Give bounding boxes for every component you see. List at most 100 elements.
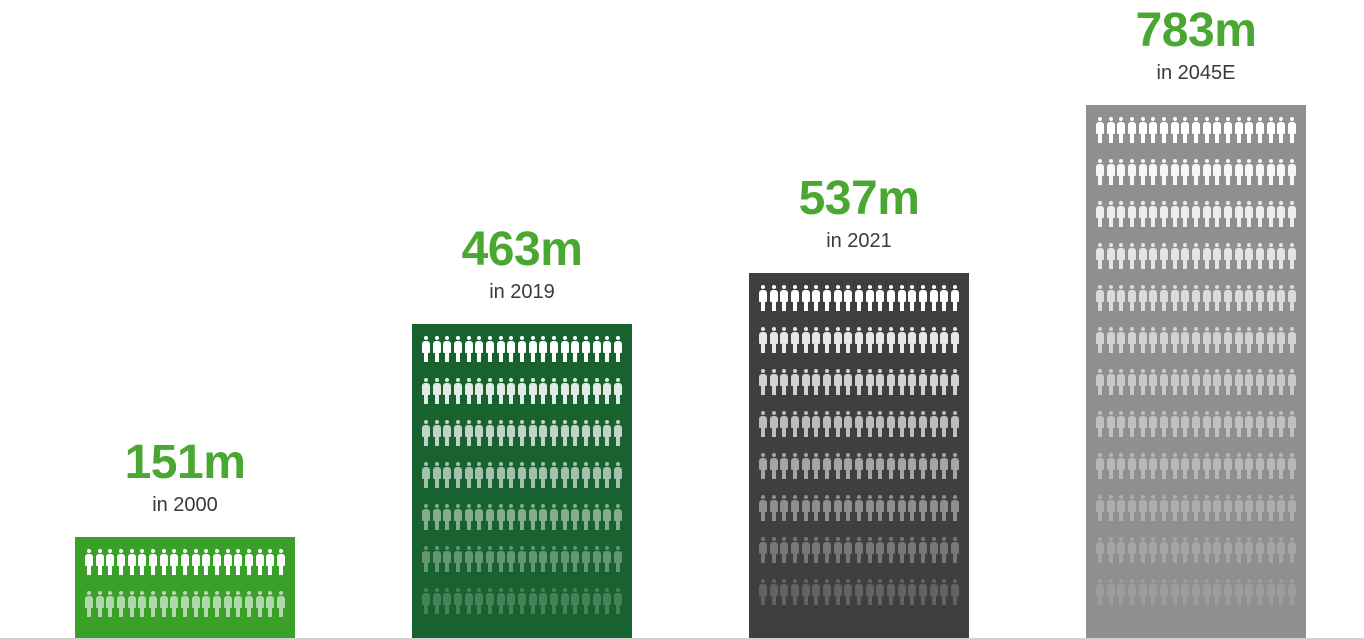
person-icon [844,411,853,437]
person-icon [812,369,821,395]
person-icon [1202,411,1211,437]
person-icon [1138,285,1147,311]
person-icon [1287,411,1296,437]
person-icon [822,453,831,479]
person-icon [886,327,895,353]
person-icon [886,411,895,437]
person-icon [886,537,895,563]
person-icon [1234,285,1243,311]
person-icon [276,549,285,575]
person-icon [1127,453,1136,479]
person-icon [790,285,799,311]
person-icon [1255,579,1264,605]
person-icon [918,537,927,563]
person-icon [496,462,505,488]
person-icon [929,411,938,437]
person-icon [1287,117,1296,143]
person-icon [1277,285,1286,311]
person-icon [1213,327,1222,353]
person-icon [549,420,558,446]
person-icon [234,549,243,575]
people-row [422,336,622,362]
person-icon [812,453,821,479]
bar-category-label: in 2019 [489,281,555,303]
person-icon [613,378,622,404]
person-icon [1096,579,1104,605]
person-icon [844,369,853,395]
person-icon [1159,495,1168,521]
person-icon [865,453,874,479]
person-icon [790,327,799,353]
person-icon [1127,537,1136,563]
person-icon [1234,243,1243,269]
person-icon [85,591,93,617]
person-icon [897,327,906,353]
people-row [1096,243,1296,269]
person-icon [95,549,104,575]
person-icon [485,336,494,362]
person-icon [908,579,917,605]
person-icon [148,549,157,575]
person-icon [822,579,831,605]
person-icon [1255,159,1264,185]
person-icon [1117,285,1126,311]
people-row [1096,369,1296,395]
person-icon [571,504,580,530]
person-icon [1117,243,1126,269]
person-icon [1127,411,1136,437]
bar-1 [75,537,295,640]
person-icon [485,462,494,488]
person-icon [592,546,601,572]
person-icon [1287,453,1296,479]
person-icon [801,579,810,605]
person-icon [1191,327,1200,353]
person-icon [769,495,778,521]
person-icon [453,378,462,404]
person-icon [950,411,959,437]
person-icon [223,591,232,617]
people-row [1096,159,1296,185]
person-icon [865,579,874,605]
person-icon [528,378,537,404]
person-icon [1223,285,1232,311]
person-icon [1287,159,1296,185]
person-icon [432,546,441,572]
person-icon [1287,369,1296,395]
person-icon [1096,495,1104,521]
person-icon [539,504,548,530]
person-icon [1266,243,1275,269]
person-icon [1149,579,1158,605]
person-icon [897,411,906,437]
person-icon [780,285,789,311]
person-icon [940,453,949,479]
person-icon [790,537,799,563]
person-icon [908,369,917,395]
person-icon [443,546,452,572]
person-icon [908,411,917,437]
person-icon [780,327,789,353]
person-icon [950,369,959,395]
person-icon [1096,285,1104,311]
person-icon [255,591,264,617]
person-icon [581,504,590,530]
person-icon [613,504,622,530]
person-icon [790,411,799,437]
person-icon [780,579,789,605]
person-icon [1191,495,1200,521]
person-icon [1277,201,1286,227]
person-icon [833,495,842,521]
bar-value-label: 783m [1135,4,1257,57]
person-icon [560,378,569,404]
person-icon [1277,537,1286,563]
person-icon [801,285,810,311]
person-icon [886,495,895,521]
person-icon [759,453,767,479]
person-icon [897,579,906,605]
person-icon [918,495,927,521]
person-icon [603,504,612,530]
person-icon [603,420,612,446]
person-icon [1181,369,1190,395]
person-icon [485,504,494,530]
person-icon [1277,411,1286,437]
person-icon [571,462,580,488]
